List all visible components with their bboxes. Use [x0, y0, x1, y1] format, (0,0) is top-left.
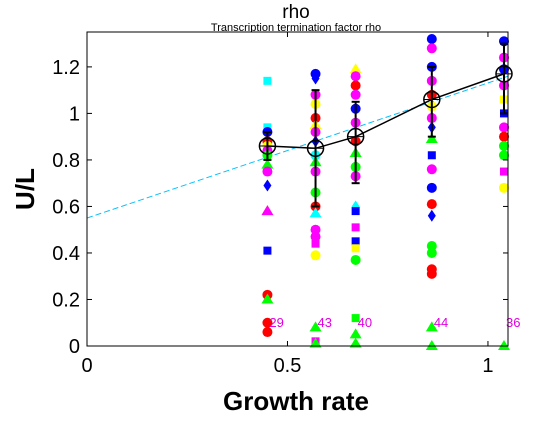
- data-point: [351, 244, 360, 253]
- data-point: [426, 268, 437, 279]
- data-point: [499, 167, 508, 176]
- data-point: [261, 293, 274, 304]
- data-point: [426, 247, 437, 258]
- data-point: [426, 199, 437, 210]
- data-point: [426, 182, 437, 193]
- data-point: [427, 151, 436, 160]
- data-point: [310, 224, 321, 235]
- data-point: [263, 76, 272, 85]
- data-point: [263, 179, 272, 192]
- data-point: [310, 231, 321, 242]
- data-point: [349, 337, 362, 348]
- group-count-label: 36: [506, 315, 520, 330]
- y-tick-label: 0: [69, 336, 80, 358]
- data-point: [350, 71, 361, 82]
- data-point: [309, 321, 322, 332]
- plot-area: [87, 32, 508, 346]
- data-point: [351, 207, 360, 216]
- data-point: [261, 205, 274, 216]
- data-point: [426, 164, 437, 175]
- data-point: [498, 182, 509, 193]
- data-point: [350, 80, 361, 91]
- data-point: [425, 132, 438, 143]
- data-point: [351, 237, 360, 246]
- x-tick-label: 0: [81, 355, 92, 377]
- chart-title: rho: [282, 2, 309, 23]
- data-point: [349, 328, 362, 339]
- chart-subtitle: Transcription termination factor rho: [211, 22, 381, 34]
- y-tick-label: 0.2: [52, 289, 80, 311]
- y-axis-title: U/L: [10, 168, 40, 210]
- plot-frame: [86, 31, 509, 347]
- axis-layer: 0 0.5 1 0 0.2 0.4 0.6 0.8 1 1.2: [52, 32, 508, 377]
- data-point: [350, 254, 361, 265]
- y-tick-label: 0.8: [52, 150, 80, 172]
- data-point: [498, 131, 509, 142]
- data-point: [498, 122, 509, 133]
- x-tick-label: 1: [482, 355, 493, 377]
- group-count-label: 29: [269, 315, 283, 330]
- data-point: [262, 327, 273, 338]
- data-point: [425, 321, 438, 332]
- data-point: [426, 240, 437, 251]
- data-point: [261, 158, 274, 169]
- data-point: [498, 140, 509, 151]
- y-tick-label: 0.4: [52, 243, 80, 265]
- count-labels-layer: 29 43 40 44 36: [269, 315, 520, 330]
- group-count-label: 40: [358, 315, 372, 330]
- data-point: [309, 337, 322, 348]
- data-point: [498, 150, 509, 161]
- data-point: [311, 239, 320, 248]
- y-tick-label: 0.6: [52, 196, 80, 218]
- data-point: [350, 89, 361, 100]
- group-count-label: 44: [434, 315, 448, 330]
- data-point: [426, 33, 437, 44]
- data-point: [311, 72, 320, 85]
- mean-line-layer: [258, 65, 513, 158]
- data-point: [351, 223, 360, 232]
- x-axis-title: Growth rate: [223, 386, 369, 416]
- data-point: [310, 250, 321, 261]
- data-point: [262, 166, 273, 177]
- data-point: [262, 317, 273, 328]
- data-point: [427, 209, 436, 222]
- data-point: [425, 340, 438, 350]
- data-point: [263, 246, 272, 255]
- group-count-label: 43: [318, 315, 332, 330]
- x-tick-label: 0.5: [274, 355, 302, 377]
- data-point: [497, 340, 510, 350]
- data-point: [309, 207, 322, 218]
- data-point: [351, 314, 360, 323]
- data-point: [349, 63, 362, 74]
- data-point: [426, 43, 437, 54]
- y-tick-label: 1: [69, 103, 80, 125]
- y-tick-label: 1.2: [52, 57, 80, 79]
